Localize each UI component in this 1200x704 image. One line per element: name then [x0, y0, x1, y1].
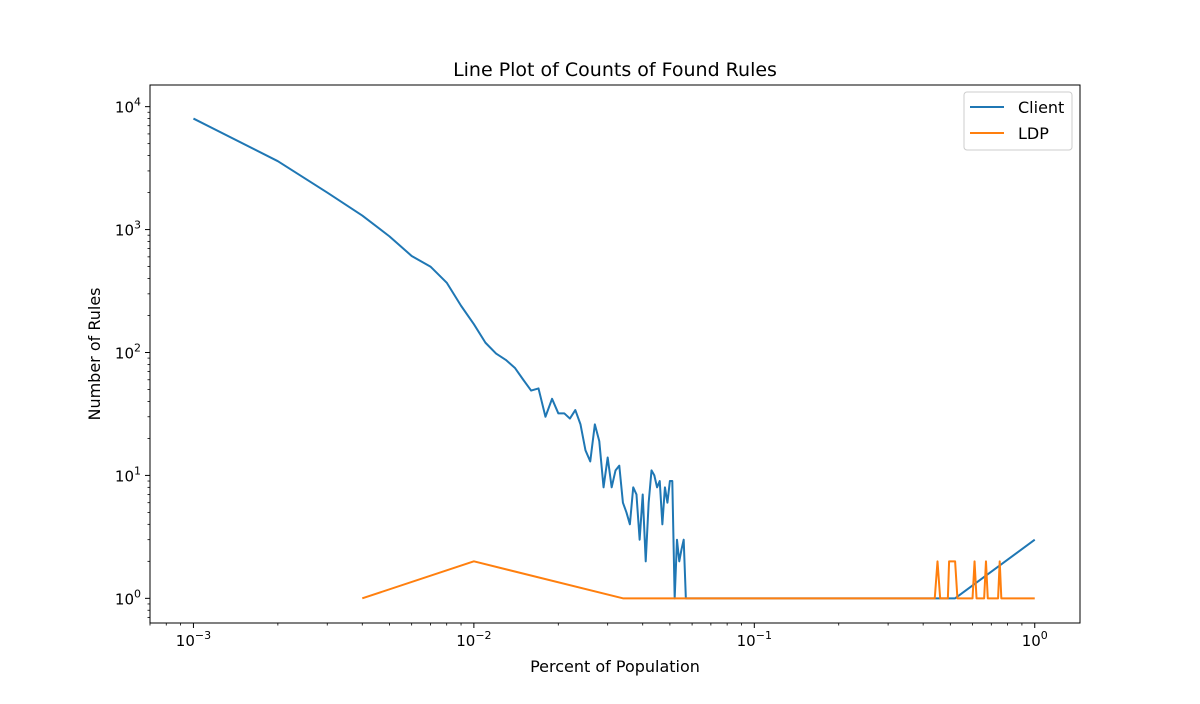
x-axis-label: Percent of Population — [530, 657, 700, 676]
y-tick-label: 104 — [115, 96, 141, 117]
y-tick-label: 102 — [115, 341, 141, 362]
plot-area — [192, 117, 1036, 600]
plot-frame — [149, 84, 1081, 624]
x-axis: 10−3 10−2 10−1 100 — [149, 623, 1048, 650]
y-axis: 100 101 102 103 104 — [115, 96, 150, 618]
series-line-client — [192, 117, 1036, 600]
y-tick-label: 100 — [115, 587, 141, 608]
x-tick-label: 100 — [1022, 629, 1048, 650]
y-tick-label: 103 — [115, 219, 141, 240]
legend-label-ldp: LDP — [1018, 124, 1049, 143]
legend: Client LDP — [963, 91, 1073, 151]
chart-title: Line Plot of Counts of Found Rules — [453, 59, 777, 81]
x-tick-label: 10−2 — [456, 629, 491, 650]
x-tick-label: 10−3 — [176, 629, 211, 650]
y-tick-label: 101 — [115, 464, 141, 485]
y-axis-label: Number of Rules — [85, 287, 104, 420]
x-tick-label: 10−1 — [737, 629, 772, 650]
series-line-ldp — [361, 560, 1035, 600]
legend-label-client: Client — [1018, 98, 1064, 117]
